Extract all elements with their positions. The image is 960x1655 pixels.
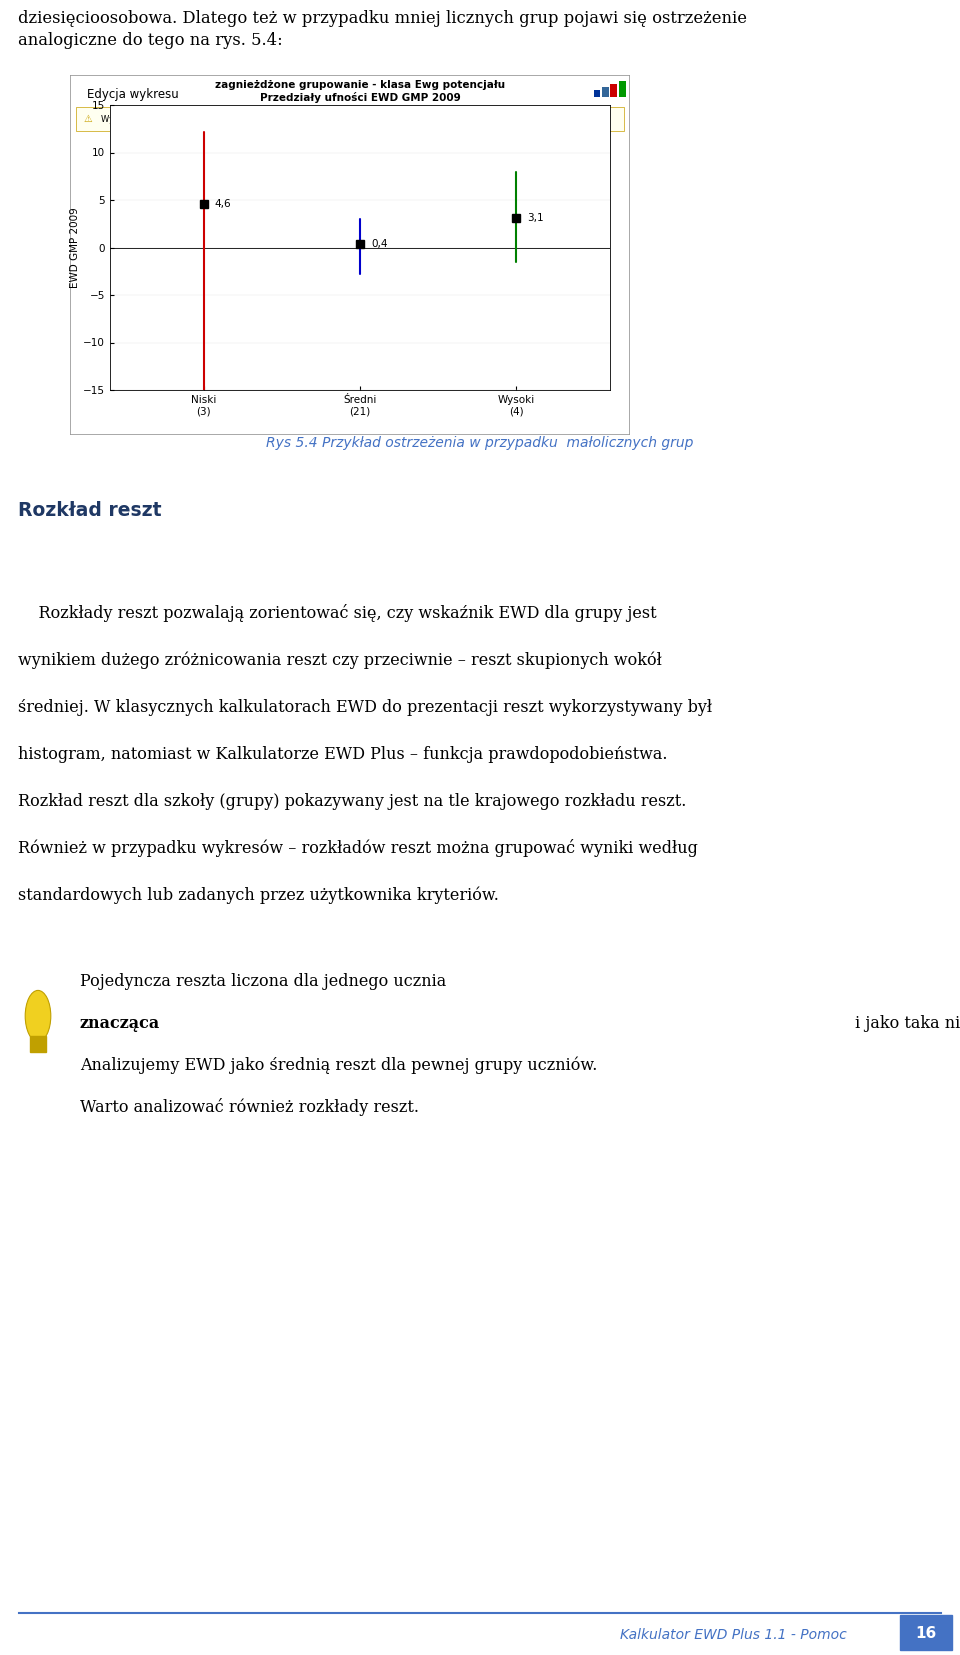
Bar xyxy=(593,89,600,96)
Circle shape xyxy=(25,990,51,1041)
Text: znacząca: znacząca xyxy=(80,1015,160,1031)
Text: średniej. W klasycznych kalkulatorach EWD do prezentacji reszt wykorzystywany by: średniej. W klasycznych kalkulatorach EW… xyxy=(18,698,712,717)
Text: Rys 5.4 Przykład ostrzeżenia w przypadku  małolicznych grup: Rys 5.4 Przykład ostrzeżenia w przypadku… xyxy=(266,435,694,450)
Text: Analizujemy EWD jako średnią reszt dla pewnej grupy uczniów.: Analizujemy EWD jako średnią reszt dla p… xyxy=(80,1056,597,1074)
Bar xyxy=(76,108,624,131)
Text: 16: 16 xyxy=(916,1625,937,1640)
Text: Również w przypadku wykresów – rozkładów reszt można grupować wyniki według: Również w przypadku wykresów – rozkładów… xyxy=(18,839,698,857)
Text: histogram, natomiast w Kalkulatorze EWD Plus – funkcja prawdopodobieństwa.: histogram, natomiast w Kalkulatorze EWD … xyxy=(18,746,667,763)
Title: zagnieżdżone grupowanie - klasa Ewg potencjału
Przedziały ufności EWD GMP 2009: zagnieżdżone grupowanie - klasa Ewg pote… xyxy=(215,79,505,103)
Text: Rozkład reszt: Rozkład reszt xyxy=(18,500,161,520)
Text: Warto analizować również rozkłady reszt.: Warto analizować również rozkłady reszt. xyxy=(80,1097,419,1115)
Text: Kalkulator EWD Plus 1.1 - Pomoc: Kalkulator EWD Plus 1.1 - Pomoc xyxy=(620,1629,847,1642)
Text: Pojedyncza reszta liczona dla jednego ucznia: Pojedyncza reszta liczona dla jednego uc… xyxy=(80,973,451,990)
Text: Edycja wykresu: Edycja wykresu xyxy=(86,88,179,101)
Text: standardowych lub zadanych przez użytkownika kryteriów.: standardowych lub zadanych przez użytkow… xyxy=(18,887,499,904)
Text: analogiczne do tego na rys. 5.4:: analogiczne do tego na rys. 5.4: xyxy=(18,31,283,50)
Y-axis label: EWD GMP 2009: EWD GMP 2009 xyxy=(70,207,81,288)
Bar xyxy=(900,1615,952,1650)
Text: Wyniki dla grup o niskich liczebnościach mogą być niemiarod ajne. Grupy poniżej : Wyniki dla grup o niskich liczebnościach… xyxy=(101,114,558,124)
Text: wynikiem dużego zróżnicowania reszt czy przeciwnie – reszt skupionych wokół: wynikiem dużego zróżnicowania reszt czy … xyxy=(18,652,661,669)
Text: 3,1: 3,1 xyxy=(527,213,543,223)
Bar xyxy=(611,84,617,96)
Text: Rozkład reszt dla szkoły (grupy) pokazywany jest na tle krajowego rozkładu reszt: Rozkład reszt dla szkoły (grupy) pokazyw… xyxy=(18,793,686,809)
Bar xyxy=(30,1036,46,1053)
Bar xyxy=(619,81,626,96)
Text: 0,4: 0,4 xyxy=(371,238,388,248)
Text: 4,6: 4,6 xyxy=(215,199,231,209)
Bar xyxy=(602,88,609,96)
Text: Rozkłady reszt pozwalają zorientować się, czy wskaźnik EWD dla grupy jest: Rozkłady reszt pozwalają zorientować się… xyxy=(18,604,657,622)
Text: ⚠: ⚠ xyxy=(84,114,93,124)
Text: i jako taka nie powinna być przedmiotem analiz.: i jako taka nie powinna być przedmiotem … xyxy=(851,1015,960,1033)
Text: dziesięcioosobowa. Dlatego też w przypadku mniej licznych grup pojawi się ostrze: dziesięcioosobowa. Dlatego też w przypad… xyxy=(18,10,747,26)
